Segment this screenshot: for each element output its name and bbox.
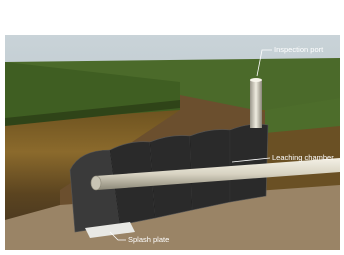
callout-label: Inspection port [274, 45, 324, 54]
callout-label: Leaching chamber [272, 153, 334, 162]
illustration: Inspection port Leaching chamber Splash … [0, 0, 344, 255]
scene [5, 35, 340, 250]
callout-label: Splash plate [128, 235, 169, 244]
page: {"callouts": [{"label": "Inspection port… [0, 0, 344, 255]
